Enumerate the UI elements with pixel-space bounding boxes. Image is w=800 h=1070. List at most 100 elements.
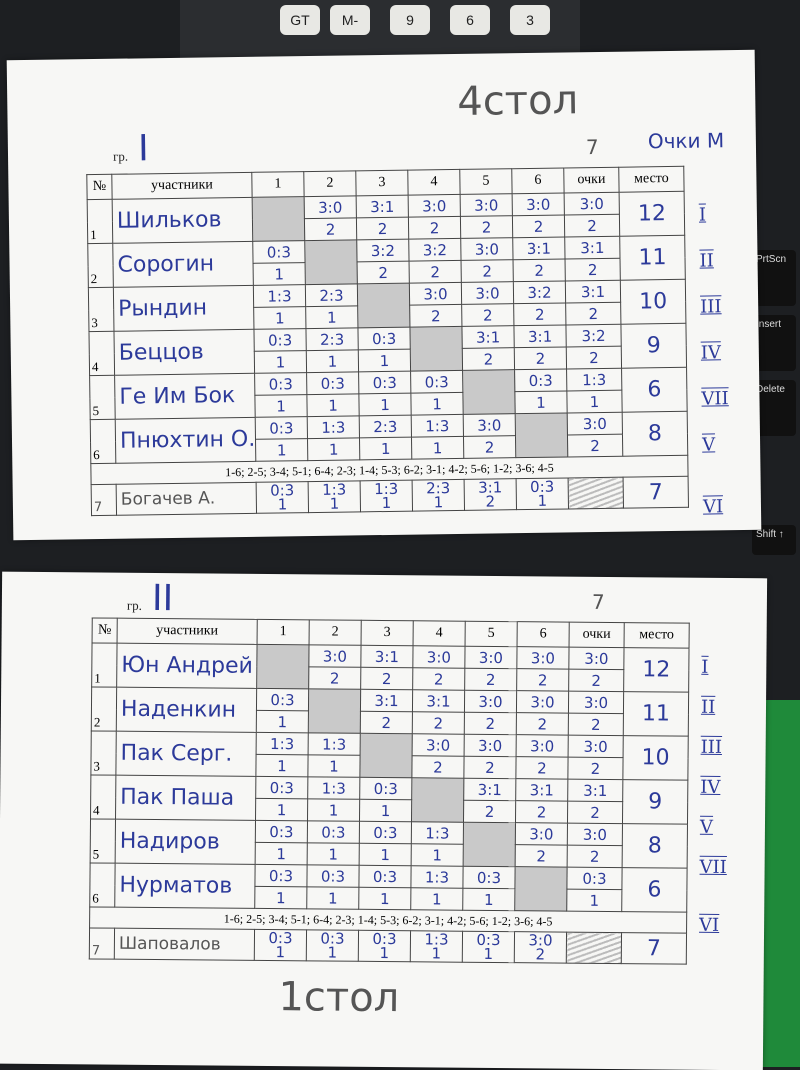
match-score: 0:3 bbox=[358, 371, 411, 394]
extra-player-result: 3:1 2 bbox=[464, 478, 517, 511]
self-match-cell bbox=[515, 412, 568, 458]
calc-key: M- bbox=[330, 5, 370, 35]
total-points: 10 bbox=[622, 735, 689, 781]
match-points: 2 bbox=[464, 712, 517, 735]
match-points: 2 bbox=[513, 302, 566, 326]
match-points: 1 bbox=[359, 843, 412, 866]
self-match-cell bbox=[409, 326, 463, 372]
extra-match-points: 2 bbox=[565, 258, 621, 281]
extra-match-points: 2 bbox=[568, 669, 624, 692]
match-points: 1 bbox=[327, 943, 338, 962]
total-points: 8 bbox=[622, 823, 688, 869]
match-score: 0:3 bbox=[359, 777, 412, 800]
match-score: 3:0 bbox=[308, 644, 362, 668]
match-points: 2 bbox=[513, 258, 566, 282]
row-number: 5 bbox=[90, 818, 116, 864]
match-score: 1:3 bbox=[411, 414, 464, 438]
match-points: 2 bbox=[356, 217, 409, 240]
match-points: 2 bbox=[516, 712, 569, 736]
participant-name: Надиров bbox=[115, 819, 256, 865]
match-points: 1 bbox=[253, 306, 306, 330]
table-row: 4 Пак Паша 0:3 1:3 0:3 3:1 3:1 3:1 9 bbox=[90, 774, 688, 825]
match-points: 2 bbox=[515, 800, 568, 824]
match-score: 0:3 bbox=[252, 240, 306, 264]
table-row: 2 Наденкин 0:3 3:1 3:1 3:0 3:0 3:0 11 bbox=[91, 686, 689, 737]
row-number: 6 bbox=[89, 862, 116, 908]
match-points: 1 bbox=[254, 350, 307, 374]
extra-match-score: 3:0 bbox=[564, 192, 620, 215]
match-score: 3:0 bbox=[408, 194, 461, 218]
calc-key: 9 bbox=[390, 5, 430, 35]
row-number: 6 bbox=[90, 419, 116, 464]
total-points: 8 bbox=[622, 411, 688, 457]
extra-match-score: 3:0 bbox=[568, 691, 624, 714]
participant-name: Богачев А. bbox=[116, 482, 257, 516]
extra-match-score: 3:1 bbox=[567, 779, 623, 802]
extra-match-points: 2 bbox=[566, 346, 622, 369]
participant-name: Беццов bbox=[113, 329, 255, 376]
match-score: 0:3 bbox=[306, 864, 360, 888]
extra-match-score: 0:3 bbox=[566, 867, 623, 890]
place-numeral: I bbox=[701, 656, 709, 678]
match-score: 3:0 bbox=[516, 646, 570, 670]
match-score: 3:0 bbox=[460, 193, 513, 217]
extra-match-points: 2 bbox=[567, 801, 623, 824]
match-points: 2 bbox=[409, 260, 462, 284]
participant-name: Наденкин bbox=[116, 687, 257, 733]
match-points: 1 bbox=[358, 393, 412, 416]
match-score: 3:1 bbox=[461, 325, 515, 349]
self-match-cell bbox=[463, 822, 516, 867]
match-score: 0:3 bbox=[357, 327, 411, 350]
match-points: 1 bbox=[483, 944, 494, 963]
match-points: 1 bbox=[411, 843, 464, 867]
match-points: 2 bbox=[485, 492, 496, 511]
key-shift: Shift ↑ bbox=[752, 525, 796, 555]
row-number: 5 bbox=[89, 375, 116, 420]
participant-name: Юн Андрей bbox=[116, 643, 258, 689]
match-score: 3:1 bbox=[515, 778, 568, 802]
match-points: 1 bbox=[379, 943, 390, 963]
extra-player-result: 0:3 1 bbox=[462, 931, 515, 963]
column-header: участники bbox=[111, 172, 253, 200]
match-points: 1 bbox=[307, 798, 360, 822]
match-points: 1 bbox=[307, 842, 360, 866]
match-score: 3:0 bbox=[515, 822, 568, 846]
match-points: 2 bbox=[308, 666, 361, 690]
extra-match-points: 1 bbox=[566, 390, 623, 413]
column-header: 5 bbox=[465, 621, 518, 647]
match-score: 1:3 bbox=[307, 415, 360, 439]
participant-name: Сорогин bbox=[112, 241, 254, 288]
match-points: 2 bbox=[460, 215, 513, 239]
place-numeral: II bbox=[700, 696, 716, 718]
match-points: 1 bbox=[462, 888, 515, 911]
match-score: 1:3 bbox=[307, 776, 360, 800]
match-points: 1 bbox=[255, 842, 308, 865]
self-match-cell bbox=[568, 477, 624, 509]
total-points: 11 bbox=[619, 235, 686, 281]
column-header: очки bbox=[563, 167, 620, 193]
extra-player-result: 0:3 1 bbox=[254, 929, 307, 961]
match-points: 1 bbox=[514, 390, 568, 414]
extra-match-points: 2 bbox=[568, 713, 624, 736]
extra-match-score: 3:0 bbox=[568, 647, 625, 670]
match-score: 0:3 bbox=[410, 370, 463, 394]
match-points: 1 bbox=[306, 349, 359, 373]
extra-match-score: 3:0 bbox=[567, 823, 623, 846]
table-note: 1стол bbox=[278, 974, 400, 1022]
table-row: 5 Надиров 0:3 0:3 0:3 1:3 3:0 3:0 8 bbox=[90, 818, 688, 869]
key-insert: Insert bbox=[752, 315, 796, 371]
match-score: 0:3 bbox=[255, 416, 308, 440]
match-points: 2 bbox=[515, 756, 569, 780]
match-points: 1 bbox=[307, 437, 360, 461]
match-score: 1:3 bbox=[256, 732, 309, 755]
match-points: 2 bbox=[412, 667, 465, 691]
match-points: 2 bbox=[516, 668, 569, 692]
match-points: 2 bbox=[408, 216, 461, 240]
match-score: 3:0 bbox=[464, 690, 517, 713]
total-points: 12 bbox=[623, 647, 690, 693]
row-number: 4 bbox=[90, 774, 116, 820]
match-points: 1 bbox=[359, 437, 412, 460]
match-points: 1 bbox=[359, 799, 412, 822]
match-score: 3:0 bbox=[412, 645, 466, 669]
group-sheet-2: гр. II 1стол 7 № участники 1 2 3 4 5 6 очки место 1 Юн … bbox=[0, 571, 768, 1070]
